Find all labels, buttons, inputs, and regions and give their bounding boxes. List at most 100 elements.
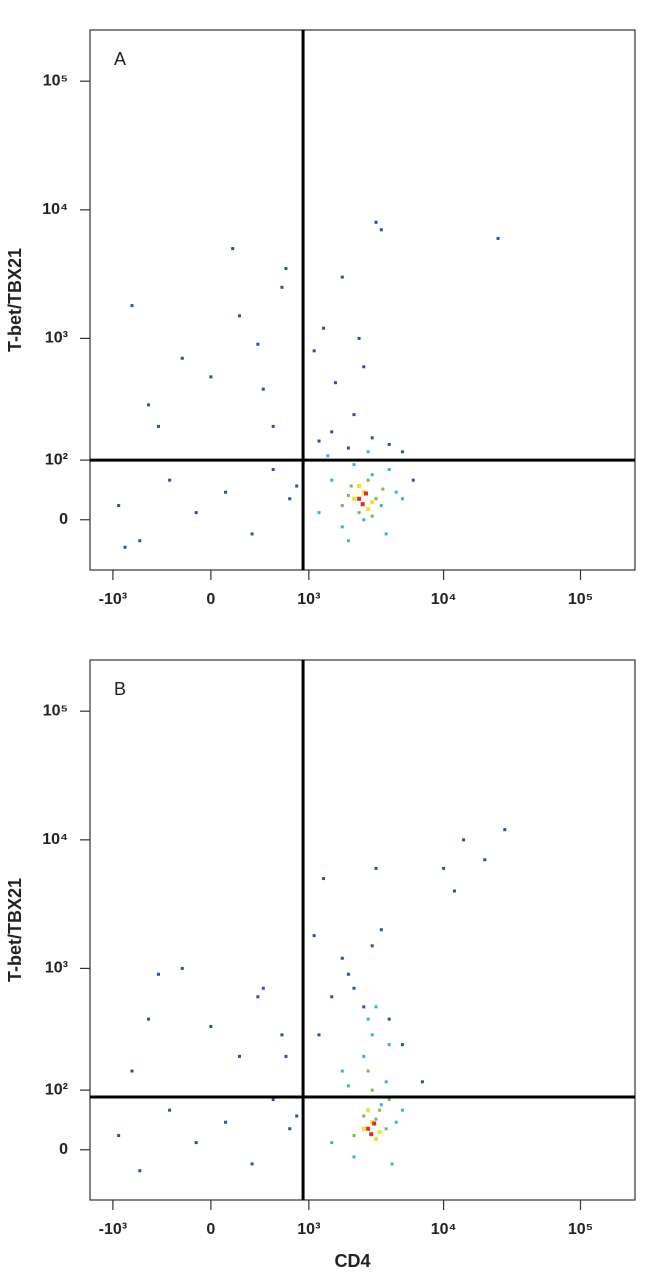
data-point	[374, 1117, 378, 1121]
data-point	[357, 336, 361, 340]
data-point	[271, 1097, 275, 1101]
data-point	[387, 467, 391, 471]
data-point	[261, 986, 265, 990]
data-point	[194, 511, 198, 515]
plot-frame	[89, 29, 636, 571]
data-point	[400, 497, 404, 501]
plot-frame	[89, 659, 636, 1201]
data-point	[346, 493, 350, 497]
y-tick-label: 10²	[45, 1081, 68, 1098]
x-tick-label: 10³	[297, 1221, 320, 1238]
data-point	[317, 511, 321, 515]
data-point	[370, 500, 375, 505]
y-tick-label: 10³	[45, 960, 68, 977]
data-point	[284, 266, 288, 270]
data-point	[322, 326, 326, 330]
y-tick-label: 0	[59, 1141, 68, 1158]
data-point	[370, 473, 374, 477]
data-point	[483, 858, 487, 862]
data-point	[250, 1162, 254, 1166]
data-point	[366, 1069, 370, 1073]
data-point	[340, 504, 344, 508]
data-point	[387, 1097, 391, 1101]
data-point	[312, 349, 316, 353]
x-tick-label: 10⁴	[431, 591, 457, 608]
data-point	[130, 1069, 134, 1073]
data-point	[361, 490, 366, 495]
data-point	[330, 478, 334, 482]
x-tick-label: 0	[206, 591, 215, 608]
data-point	[366, 1108, 371, 1113]
data-point	[340, 525, 344, 529]
data-point	[280, 285, 284, 289]
data-point	[452, 889, 456, 893]
y-tick-label: 10⁴	[42, 831, 68, 848]
data-point	[357, 484, 362, 489]
data-point	[352, 413, 356, 417]
data-point	[256, 342, 260, 346]
data-point	[400, 1108, 404, 1112]
data-point	[237, 314, 241, 318]
data-point	[147, 1017, 151, 1021]
x-tick-label: 0	[206, 1221, 215, 1238]
x-tick-label: 10⁴	[431, 1221, 457, 1238]
data-point	[346, 972, 350, 976]
data-point	[370, 944, 374, 948]
panel-label: B	[114, 679, 126, 699]
panel-label: A	[114, 49, 126, 69]
data-point	[351, 496, 356, 501]
data-point	[378, 1108, 382, 1112]
data-point	[379, 928, 383, 932]
data-point	[362, 1054, 366, 1058]
data-point	[374, 1137, 379, 1142]
data-point	[117, 504, 121, 508]
data-point	[271, 467, 275, 471]
data-point	[231, 247, 235, 251]
data-point	[147, 403, 151, 407]
data-point	[384, 532, 388, 536]
data-point	[357, 511, 361, 515]
data-point	[390, 1162, 394, 1166]
y-tick-label: 0	[59, 511, 68, 528]
x-axis-label: CD4	[334, 1251, 370, 1271]
data-point	[374, 1005, 378, 1009]
data-point	[138, 539, 142, 543]
data-point	[194, 1141, 198, 1145]
x-tick-label: -10³	[99, 1221, 127, 1238]
data-point	[352, 986, 356, 990]
data-point	[400, 1043, 404, 1047]
data-point	[346, 446, 350, 450]
data-point	[394, 1120, 398, 1124]
data-point	[123, 545, 127, 549]
data-point	[340, 956, 344, 960]
data-point	[168, 478, 172, 482]
data-point	[384, 1080, 388, 1084]
data-point	[366, 507, 371, 512]
data-point	[156, 424, 160, 428]
y-tick-label: 10²	[45, 451, 68, 468]
y-tick-label: 10⁴	[42, 201, 68, 218]
y-axis-label: T-bet/TBX21	[5, 248, 25, 352]
data-point	[168, 1108, 172, 1112]
data-point	[362, 1005, 366, 1009]
data-point	[370, 514, 374, 518]
y-tick-label: 10⁵	[43, 702, 68, 719]
data-point	[381, 487, 385, 491]
data-point	[346, 1084, 350, 1088]
data-point	[372, 1121, 377, 1126]
data-point	[366, 450, 370, 454]
data-point	[237, 1054, 241, 1058]
data-point	[363, 491, 368, 496]
data-point	[503, 828, 507, 832]
data-point	[317, 439, 321, 443]
data-point	[366, 1017, 370, 1021]
data-point	[362, 518, 366, 522]
data-point	[370, 1088, 374, 1092]
data-point	[387, 1017, 391, 1021]
data-point	[369, 1132, 374, 1137]
data-point	[138, 1169, 142, 1173]
data-point	[362, 1114, 366, 1118]
data-point	[330, 1141, 334, 1145]
data-point	[209, 375, 213, 379]
